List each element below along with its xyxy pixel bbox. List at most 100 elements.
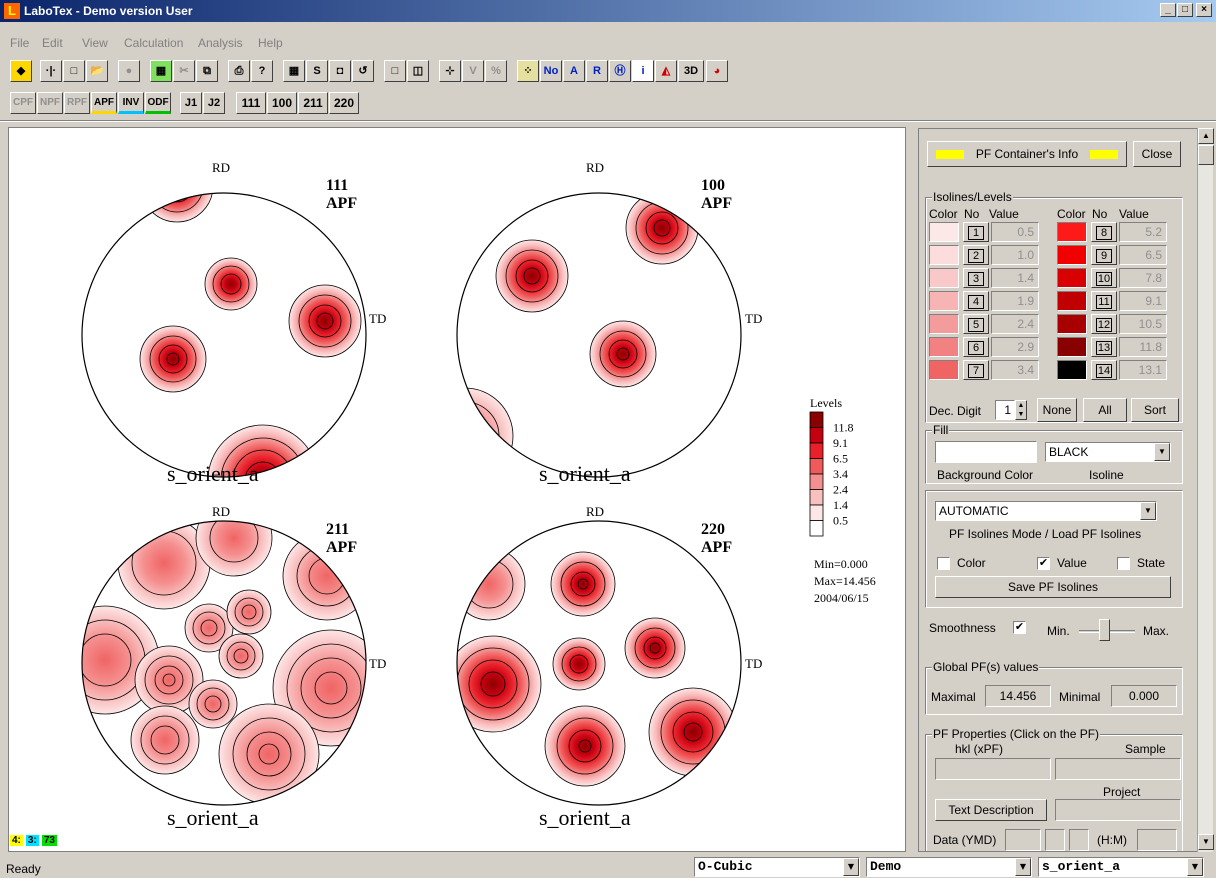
sort-button[interactable]: Sort — [1131, 398, 1179, 422]
menu-edit[interactable]: Edit — [42, 36, 63, 50]
chevron-down-icon[interactable]: ▼ — [843, 858, 859, 876]
grid-icon[interactable]: ▦ — [283, 60, 305, 82]
a-icon[interactable]: A — [563, 60, 585, 82]
dec-digit-spinner[interactable]: ▲ ▼ — [1015, 400, 1027, 420]
all-button[interactable]: All — [1083, 398, 1127, 422]
level-number-button[interactable]: 8 — [1091, 222, 1117, 242]
level-value-field[interactable]: 3.4 — [991, 360, 1039, 380]
chevron-down-icon[interactable]: ▼ — [1187, 858, 1203, 876]
level-color-swatch[interactable] — [929, 245, 959, 265]
level-number-button[interactable]: 3 — [963, 268, 989, 288]
minimize-button[interactable]: _ — [1160, 3, 1176, 17]
level-color-swatch[interactable] — [929, 291, 959, 311]
text-description-button[interactable]: Text Description — [935, 799, 1047, 821]
maximize-button[interactable]: □ — [1177, 3, 1193, 17]
level-value-field[interactable]: 6.5 — [1119, 245, 1167, 265]
apf-button[interactable]: APF — [91, 92, 117, 114]
data-day-field[interactable] — [1069, 829, 1089, 851]
percent-icon[interactable]: % — [485, 60, 507, 82]
close-window-button[interactable]: × — [1196, 3, 1212, 17]
no-icon[interactable]: No — [540, 60, 562, 82]
menu-file[interactable]: File — [10, 36, 30, 50]
hkl-100-button[interactable]: 100 — [267, 92, 297, 114]
pf-isolines-mode-select[interactable]: AUTOMATIC ▼ — [935, 501, 1157, 521]
open-project-icon[interactable]: ◆ — [10, 60, 32, 82]
hkl-field[interactable] — [935, 758, 1051, 780]
level-number-button[interactable]: 13 — [1091, 337, 1117, 357]
chevron-down-icon[interactable]: ▼ — [1015, 858, 1031, 876]
level-value-field[interactable]: 13.1 — [1119, 360, 1167, 380]
globe-icon[interactable]: ◕ — [706, 60, 728, 82]
help-icon[interactable]: ? — [251, 60, 273, 82]
pf-container-info-button[interactable]: PF Container's Info — [927, 141, 1127, 167]
level-color-swatch[interactable] — [1057, 268, 1087, 288]
close-panel-button[interactable]: Close — [1133, 141, 1181, 167]
isoline-color-select[interactable]: BLACK ▼ — [1045, 442, 1171, 462]
v-icon[interactable]: V — [462, 60, 484, 82]
level-color-swatch[interactable] — [1057, 360, 1087, 380]
color-checkbox[interactable] — [937, 557, 950, 570]
level-color-swatch[interactable] — [1057, 291, 1087, 311]
level-value-field[interactable]: 7.8 — [1119, 268, 1167, 288]
level-number-button[interactable]: 14 — [1091, 360, 1117, 380]
level-value-field[interactable]: 9.1 — [1119, 291, 1167, 311]
poles-icon[interactable]: ⁘ — [517, 60, 539, 82]
level-value-field[interactable]: 2.4 — [991, 314, 1039, 334]
crosshair-icon[interactable]: ·|· — [40, 60, 62, 82]
scroll-thumb[interactable] — [1198, 145, 1214, 165]
refresh-icon[interactable]: ↺ — [352, 60, 374, 82]
cpf-button[interactable]: CPF — [10, 92, 36, 114]
info-icon[interactable]: i — [632, 60, 654, 82]
level-number-button[interactable]: 10 — [1091, 268, 1117, 288]
new-file-icon[interactable]: □ — [63, 60, 85, 82]
axes-icon[interactable]: ⊹ — [439, 60, 461, 82]
npf-button[interactable]: NPF — [37, 92, 63, 114]
level-number-button[interactable]: 6 — [963, 337, 989, 357]
save-pf-isolines-button[interactable]: Save PF Isolines — [935, 576, 1171, 598]
single-view-icon[interactable]: □ — [384, 60, 406, 82]
value-checkbox[interactable]: ✔ — [1037, 557, 1050, 570]
chevron-down-icon[interactable]: ▼ — [1140, 502, 1156, 520]
project-select[interactable]: Demo ▼ — [866, 857, 1032, 877]
hkl-220-button[interactable]: 220 — [329, 92, 359, 114]
level-color-swatch[interactable] — [929, 222, 959, 242]
chevron-down-icon[interactable]: ▼ — [1154, 443, 1170, 461]
level-color-swatch[interactable] — [929, 314, 959, 334]
dual-view-icon[interactable]: ◫ — [407, 60, 429, 82]
rpf-button[interactable]: RPF — [64, 92, 90, 114]
level-value-field[interactable]: 2.9 — [991, 337, 1039, 357]
j2-button[interactable]: J2 — [203, 92, 225, 114]
scroll-up-icon[interactable]: ▲ — [1198, 128, 1214, 144]
palette-icon[interactable]: ▦ — [150, 60, 172, 82]
cut-icon[interactable]: ✂ — [173, 60, 195, 82]
level-number-button[interactable]: 2 — [963, 245, 989, 265]
copy-icon[interactable]: ⧉ — [196, 60, 218, 82]
3d-icon[interactable]: 3D — [678, 60, 704, 82]
level-number-button[interactable]: 9 — [1091, 245, 1117, 265]
level-color-swatch[interactable] — [1057, 245, 1087, 265]
sample-select[interactable]: s_orient_a ▼ — [1038, 857, 1204, 877]
level-color-swatch[interactable] — [929, 360, 959, 380]
menu-analysis[interactable]: Analysis — [198, 36, 243, 50]
level-color-swatch[interactable] — [929, 337, 959, 357]
symmetry-select[interactable]: O-Cubic ▼ — [694, 857, 860, 877]
level-value-field[interactable]: 1.0 — [991, 245, 1039, 265]
r-icon[interactable]: R — [586, 60, 608, 82]
j1-button[interactable]: J1 — [180, 92, 202, 114]
level-value-field[interactable]: 1.9 — [991, 291, 1039, 311]
data-year-field[interactable] — [1005, 829, 1041, 851]
background-color-swatch[interactable] — [935, 441, 1037, 463]
level-color-swatch[interactable] — [1057, 337, 1087, 357]
inv-button[interactable]: INV — [118, 92, 144, 114]
level-value-field[interactable]: 0.5 — [991, 222, 1039, 242]
level-value-field[interactable]: 1.4 — [991, 268, 1039, 288]
level-value-field[interactable]: 11.8 — [1119, 337, 1167, 357]
fit-icon[interactable]: ◘ — [329, 60, 351, 82]
smoothness-checkbox[interactable]: ✔ — [1013, 621, 1026, 634]
open-folder-icon[interactable]: 📂 — [86, 60, 108, 82]
sample-field[interactable] — [1055, 758, 1181, 780]
state-checkbox[interactable] — [1117, 557, 1130, 570]
level-number-button[interactable]: 7 — [963, 360, 989, 380]
level-value-field[interactable]: 5.2 — [1119, 222, 1167, 242]
odf-button[interactable]: ODF — [145, 92, 171, 114]
